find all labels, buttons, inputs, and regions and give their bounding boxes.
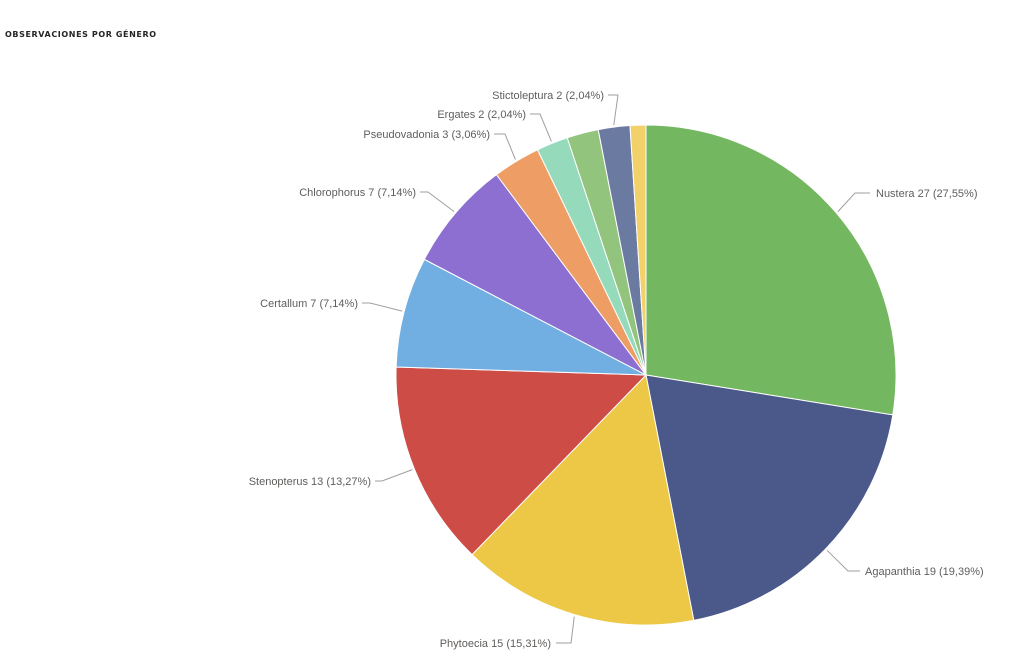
slice-label-ergates: Ergates 2 (2,04%) — [437, 109, 526, 121]
leader-line-ergates — [530, 113, 552, 142]
leader-line-agapanthia — [826, 549, 860, 572]
leader-line-stenopterus — [375, 469, 413, 482]
leader-line-certallum — [362, 302, 403, 312]
slice-label-phytoecia: Phytoecia 15 (15,31%) — [440, 638, 551, 650]
slice-label-agapanthia: Agapanthia 19 (19,39%) — [865, 566, 984, 578]
leader-line-chlorophorus — [420, 191, 455, 212]
slice-label-stenopterus: Stenopterus 13 (13,27%) — [249, 476, 371, 488]
pie-slice-unlabeled-2[interactable] — [629, 124, 647, 376]
pie-slices — [395, 124, 897, 626]
leader-line-stictoleptura — [608, 94, 619, 126]
slice-label-nustera: Nustera 27 (27,55%) — [876, 188, 978, 200]
leader-line-phytoecia — [556, 616, 575, 644]
slice-label-certallum: Certallum 7 (7,14%) — [260, 298, 358, 310]
slice-label-stictoleptura: Stictoleptura 2 (2,04%) — [492, 90, 604, 102]
pie-slice-agapanthia[interactable] — [645, 374, 894, 621]
pie-slice-nustera[interactable] — [645, 124, 897, 416]
slice-labels: Nustera 27 (27,55%) Agapanthia 19 (19,39%… — [249, 90, 984, 650]
leader-line-nustera — [837, 192, 870, 212]
leader-line-pseudovadonia — [494, 133, 516, 160]
slice-label-pseudovadonia: Pseudovadonia 3 (3,06%) — [363, 129, 490, 141]
chart-title: OBSERVACIONES POR GÉNERO — [5, 30, 157, 39]
pie-slice-chlorophorus[interactable] — [423, 173, 647, 376]
pie-slice-phytoecia[interactable] — [471, 373, 695, 626]
slice-label-chlorophorus: Chlorophorus 7 (7,14%) — [299, 187, 416, 199]
leader-lines — [362, 94, 870, 644]
pie-slice-stenopterus[interactable] — [395, 366, 648, 556]
pie-slice-certallum[interactable] — [395, 258, 647, 376]
